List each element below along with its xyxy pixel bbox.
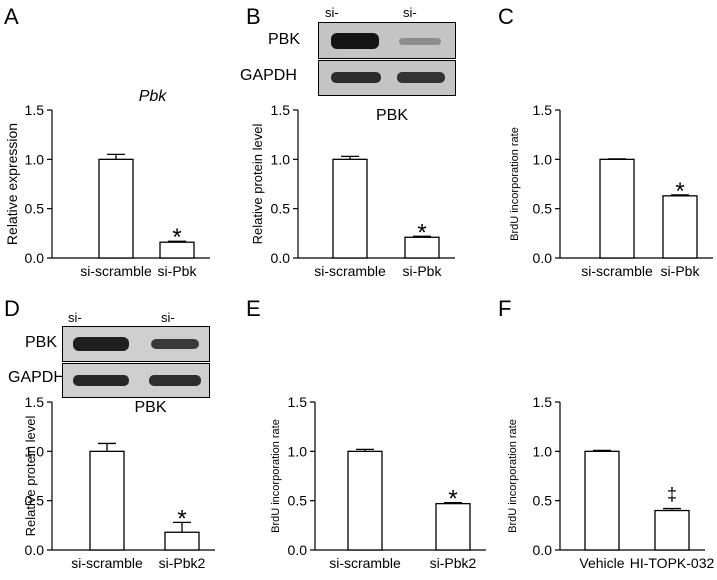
panel-letter-d: D [4,296,20,321]
blot-d-pbk-band-2 [151,339,199,349]
chart-a-bar [98,158,134,259]
chart-f-ytick-label: 0.5 [533,493,553,509]
chart-c-category-label: si-scramble [581,263,653,279]
chart-a-ytick-label: 1.5 [25,102,45,118]
chart-f-category-label: Vehicle [579,555,624,571]
chart-b-category-label: si-scramble [314,263,386,279]
chart-c-category-label: si-Pbk [661,263,701,279]
chart-b-category-label: si-Pbk [403,263,443,279]
chart-c-bar [599,158,635,259]
chart-a-ytick-label: 0.5 [25,201,45,217]
chart-b-ytick-label: 1.0 [271,151,291,167]
chart-d-bar [89,450,125,551]
chart-b-ylabel: Relative protein level [250,124,265,245]
panel-letter-e: E [246,296,261,321]
blot-b-gapdh-band-1 [331,72,381,83]
chart-f-ytick-label: 0.0 [533,542,553,558]
panel-letter-a: A [4,4,19,29]
panel-letter-c: C [498,4,514,29]
chart-f-ytick-label: 1.0 [533,443,553,459]
chart-a-category-label: si-scramble [80,263,152,279]
blot-b-row-pbk: PBK [268,31,301,48]
chart-a-category-label: si-Pbk [158,263,198,279]
panel-letter-b: B [246,4,261,29]
chart-d-ytick-label: 1.5 [25,394,45,410]
panel-letter-f: F [498,296,512,321]
blot-b-pbk-band-1 [331,33,379,49]
chart-f-significance-marker: ‡ [667,485,677,505]
chart-d-ytick-label: 0.5 [25,493,45,509]
blot-b-pbk-membrane [318,22,456,59]
chart-e-ytick-label: 1.0 [288,443,308,459]
blot-b-gapdh-band-2 [397,72,445,83]
blot-d-gapdh-membrane [62,363,210,398]
chart-d-bar [164,531,200,551]
chart-c-ytick-label: 0.0 [533,250,553,266]
chart-e-bar [347,450,383,551]
chart-c-significance-marker: * [675,178,684,205]
chart-f-ylabel: BrdU incorporation rate [507,419,519,533]
chart-b-bar [332,158,368,259]
chart-c-ytick-label: 1.5 [533,102,553,118]
chart-e-category-label: si-scramble [329,555,401,571]
chart-f-bar [654,509,690,551]
chart-a-ylabel: Relative expression [4,123,20,245]
chart-e-ytick-label: 1.5 [288,394,308,410]
blot-d-row-pbk: PBK [25,334,58,351]
chart-e-ytick-label: 0.5 [288,493,308,509]
chart-f-category-label: HI-TOPK-032 [630,555,715,571]
chart-c-ytick-label: 0.5 [533,201,553,217]
chart-b-ytick-label: 0.0 [271,250,291,266]
chart-d-category-label: si-Pbk2 [159,555,206,571]
chart-e-category-label: si-Pbk2 [430,555,477,571]
chart-c-ytick-label: 1.0 [533,151,553,167]
chart-f-bar [584,450,620,551]
blot-b-gapdh-membrane [318,60,456,96]
chart-d-ytick-label: 1.0 [25,443,45,459]
blot-b-row-gapdh: GAPDH [240,67,297,84]
chart-e-ylabel: BrdU incorporation rate [270,419,282,533]
chart-e-significance-marker: * [448,486,457,513]
chart-e-bar [435,502,471,551]
blot-d-pbk-band-1 [73,337,129,351]
chart-d-significance-marker: * [177,505,186,532]
chart-c-bar [662,195,698,259]
chart-d-ylabel: Relative protein level [23,416,38,537]
chart-a-ytick-label: 1.0 [25,151,45,167]
chart-b-title: PBK [376,107,408,124]
chart-a-significance-marker: * [172,224,181,251]
chart-d-ytick-label: 0.0 [25,542,45,558]
chart-b-ytick-label: 1.5 [271,102,291,118]
chart-e-ytick-label: 0.0 [288,542,308,558]
blot-d-row-gapdh: GAPDH [8,369,65,386]
blot-d-gapdh-band-2 [149,375,201,386]
blot-b-pbk-band-2 [399,38,441,45]
blot-d-gapdh-band-1 [73,375,129,386]
chart-f-ytick-label: 1.5 [533,394,553,410]
chart-a-ytick-label: 0.0 [25,250,45,266]
chart-b-ytick-label: 0.5 [271,201,291,217]
chart-b-significance-marker: * [417,219,426,246]
chart-d-category-label: si-scramble [71,555,143,571]
chart-d-title: PBK [134,399,166,416]
chart-c-ylabel: BrdU incorporation rate [509,127,521,241]
chart-a-title: Pbk [139,88,168,105]
blot-d-pbk-membrane [62,326,210,362]
